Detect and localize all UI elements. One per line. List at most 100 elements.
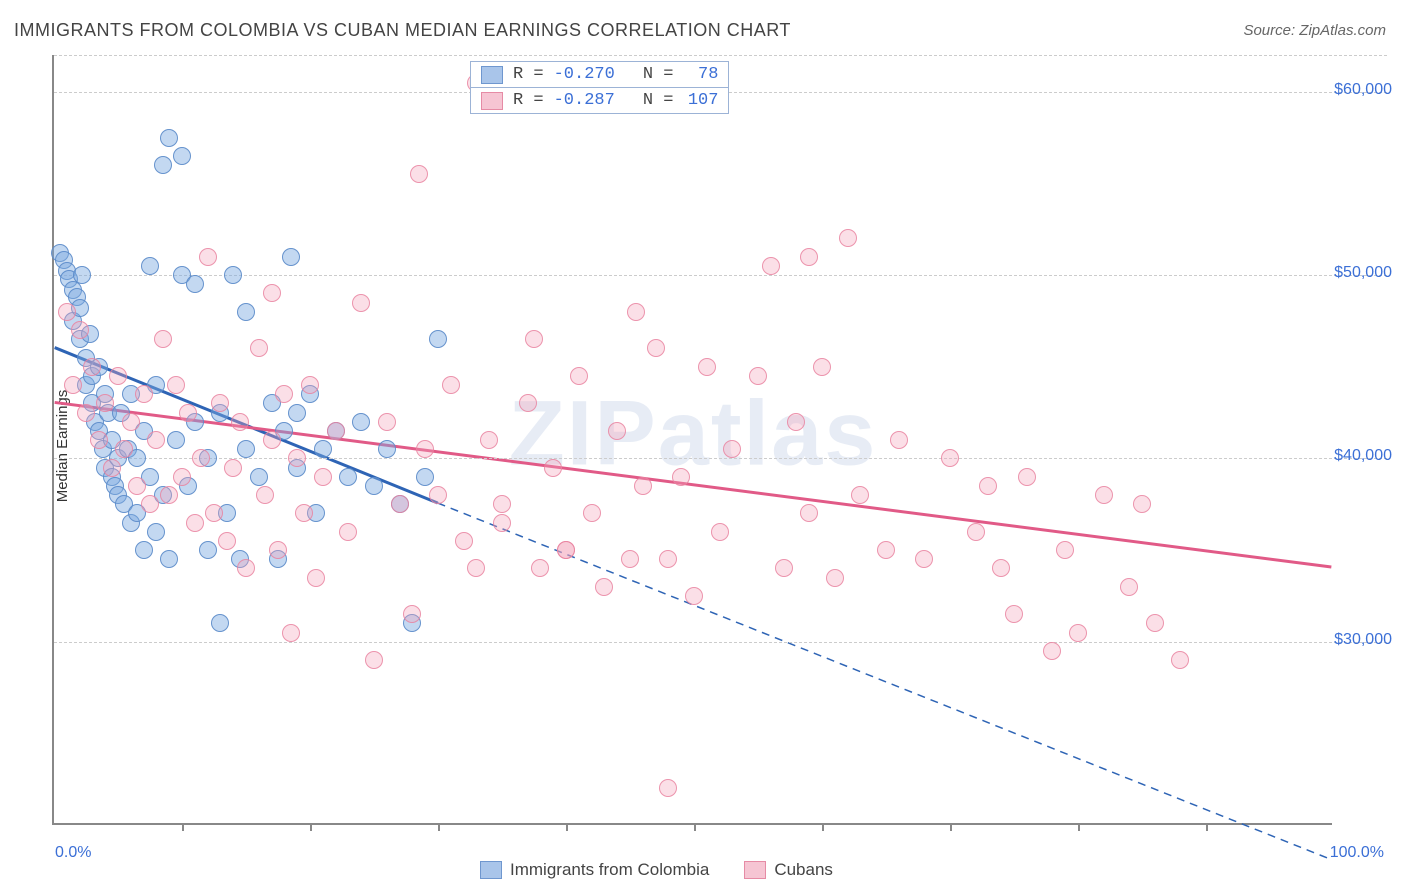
scatter-point bbox=[307, 569, 325, 587]
scatter-point bbox=[800, 504, 818, 522]
scatter-point bbox=[659, 550, 677, 568]
scatter-point bbox=[352, 413, 370, 431]
scatter-point bbox=[1069, 624, 1087, 642]
plot-area: ZIPatlas bbox=[52, 55, 1332, 825]
gridline-h bbox=[54, 642, 1387, 643]
scatter-point bbox=[647, 339, 665, 357]
scatter-point bbox=[467, 559, 485, 577]
scatter-point bbox=[186, 514, 204, 532]
r-label: R = bbox=[513, 65, 544, 84]
scatter-point bbox=[877, 541, 895, 559]
scatter-point bbox=[109, 367, 127, 385]
watermark-text: ZIPatlas bbox=[509, 381, 878, 486]
scatter-point bbox=[237, 303, 255, 321]
scatter-point bbox=[416, 440, 434, 458]
scatter-point bbox=[77, 404, 95, 422]
scatter-point bbox=[826, 569, 844, 587]
scatter-point bbox=[1120, 578, 1138, 596]
scatter-point bbox=[1095, 486, 1113, 504]
scatter-point bbox=[493, 514, 511, 532]
scatter-point bbox=[992, 559, 1010, 577]
scatter-point bbox=[263, 284, 281, 302]
legend-label-cubans: Cubans bbox=[774, 860, 833, 880]
scatter-point bbox=[199, 541, 217, 559]
swatch-colombia-bottom bbox=[480, 861, 502, 879]
scatter-point bbox=[365, 477, 383, 495]
gridline-top bbox=[54, 55, 1387, 56]
scatter-point bbox=[800, 248, 818, 266]
scatter-point bbox=[71, 321, 89, 339]
scatter-point bbox=[391, 495, 409, 513]
scatter-point bbox=[621, 550, 639, 568]
scatter-point bbox=[378, 413, 396, 431]
n-value-colombia: 78 bbox=[683, 65, 718, 84]
scatter-point bbox=[493, 495, 511, 513]
gridline-h bbox=[54, 275, 1387, 276]
scatter-point bbox=[128, 477, 146, 495]
scatter-point bbox=[595, 578, 613, 596]
scatter-point bbox=[301, 376, 319, 394]
scatter-point bbox=[167, 376, 185, 394]
stats-row-colombia: R = -0.270 N = 78 bbox=[471, 62, 728, 87]
scatter-point bbox=[179, 404, 197, 422]
scatter-point bbox=[979, 477, 997, 495]
legend-item-cubans: Cubans bbox=[744, 860, 833, 880]
scatter-point bbox=[282, 624, 300, 642]
scatter-point bbox=[762, 257, 780, 275]
scatter-point bbox=[160, 129, 178, 147]
swatch-cubans-bottom bbox=[744, 861, 766, 879]
scatter-point bbox=[73, 266, 91, 284]
scatter-point bbox=[211, 614, 229, 632]
scatter-point bbox=[659, 779, 677, 797]
scatter-point bbox=[250, 339, 268, 357]
scatter-point bbox=[160, 486, 178, 504]
scatter-point bbox=[90, 431, 108, 449]
scatter-point bbox=[160, 550, 178, 568]
scatter-point bbox=[557, 541, 575, 559]
scatter-point bbox=[339, 523, 357, 541]
scatter-point bbox=[199, 248, 217, 266]
scatter-point bbox=[237, 559, 255, 577]
scatter-point bbox=[83, 358, 101, 376]
scatter-point bbox=[711, 523, 729, 541]
scatter-point bbox=[275, 385, 293, 403]
scatter-point bbox=[787, 413, 805, 431]
regression-lines-svg bbox=[54, 55, 1332, 823]
legend-label-colombia: Immigrants from Colombia bbox=[510, 860, 709, 880]
scatter-point bbox=[135, 541, 153, 559]
scatter-point bbox=[967, 523, 985, 541]
scatter-point bbox=[1133, 495, 1151, 513]
scatter-point bbox=[135, 385, 153, 403]
xtick-minor bbox=[182, 823, 184, 831]
scatter-point bbox=[455, 532, 473, 550]
scatter-point bbox=[218, 532, 236, 550]
xtick-minor bbox=[694, 823, 696, 831]
scatter-point bbox=[231, 413, 249, 431]
scatter-point bbox=[256, 486, 274, 504]
scatter-point bbox=[295, 504, 313, 522]
scatter-point bbox=[282, 248, 300, 266]
scatter-point bbox=[1146, 614, 1164, 632]
scatter-point bbox=[1056, 541, 1074, 559]
scatter-point bbox=[519, 394, 537, 412]
scatter-point bbox=[122, 413, 140, 431]
scatter-point bbox=[1005, 605, 1023, 623]
bottom-legend: Immigrants from Colombia Cubans bbox=[480, 860, 833, 880]
scatter-point bbox=[723, 440, 741, 458]
scatter-point bbox=[685, 587, 703, 605]
ytick-label: $50,000 bbox=[1334, 264, 1392, 282]
scatter-point bbox=[147, 431, 165, 449]
r-value-cubans: -0.287 bbox=[554, 91, 615, 110]
xtick-minor bbox=[566, 823, 568, 831]
n-label: N = bbox=[643, 65, 674, 84]
scatter-point bbox=[365, 651, 383, 669]
scatter-point bbox=[103, 459, 121, 477]
scatter-point bbox=[154, 330, 172, 348]
scatter-point bbox=[327, 422, 345, 440]
xtick-label-100: 100.0% bbox=[1330, 844, 1384, 862]
scatter-point bbox=[250, 468, 268, 486]
scatter-point bbox=[237, 440, 255, 458]
scatter-point bbox=[352, 294, 370, 312]
scatter-point bbox=[173, 147, 191, 165]
scatter-point bbox=[224, 459, 242, 477]
